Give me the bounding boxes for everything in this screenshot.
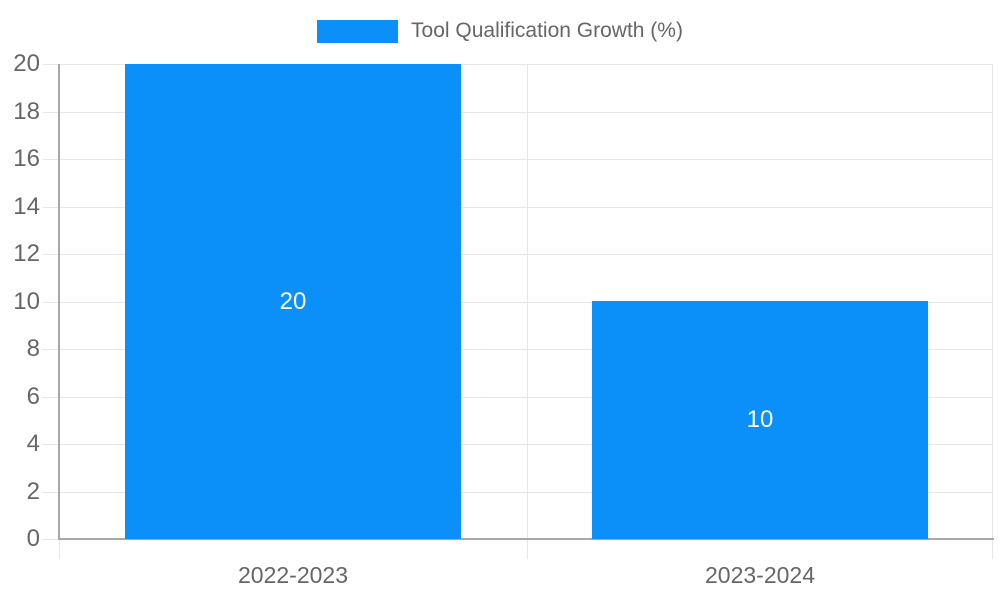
- x-axis-line: [58, 538, 994, 540]
- y-tick: [43, 64, 60, 65]
- chart-legend[interactable]: Tool Qualification Growth (%): [0, 19, 1000, 43]
- gridline-y: [60, 302, 993, 303]
- y-tick: [43, 302, 60, 303]
- gridline-y: [60, 64, 993, 65]
- y-tick-label: 0: [26, 525, 40, 552]
- bar-value-label: 10: [746, 406, 774, 433]
- gridline-y: [60, 349, 993, 350]
- legend-swatch: [317, 19, 399, 43]
- y-tick: [43, 397, 60, 398]
- y-tick: [43, 207, 60, 208]
- y-tick-label: 12: [13, 240, 40, 267]
- y-tick-label: 14: [13, 193, 40, 220]
- gridline-y: [60, 207, 993, 208]
- x-tick: [59, 539, 60, 559]
- y-tick-label: 18: [13, 98, 40, 125]
- legend-label: Tool Qualification Growth (%): [411, 19, 683, 42]
- category-separator: [527, 64, 528, 559]
- y-tick: [43, 539, 60, 540]
- y-axis-line: [58, 64, 60, 539]
- y-tick: [43, 349, 60, 350]
- y-tick: [43, 112, 60, 113]
- y-tick-label: 2: [26, 478, 40, 505]
- plot-right-border: [992, 64, 993, 559]
- gridline-y: [60, 159, 993, 160]
- y-tick-label: 10: [13, 288, 40, 315]
- y-tick-label: 6: [26, 383, 40, 410]
- gridline-y: [60, 254, 993, 255]
- y-tick: [43, 492, 60, 493]
- gridline-y: [60, 492, 993, 493]
- y-tick: [43, 254, 60, 255]
- bar[interactable]: [592, 301, 928, 539]
- gridline-y: [60, 112, 993, 113]
- y-tick: [43, 159, 60, 160]
- gridline-y: [60, 444, 993, 445]
- bar[interactable]: [125, 64, 461, 539]
- y-tick-label: 8: [26, 335, 40, 362]
- y-tick-label: 4: [26, 430, 40, 457]
- x-tick-label: 2022-2023: [238, 562, 348, 588]
- gridline-y: [60, 397, 993, 398]
- y-tick: [43, 444, 60, 445]
- y-tick-label: 20: [13, 50, 40, 77]
- x-tick-label: 2023-2024: [705, 562, 815, 588]
- bar-value-label: 20: [279, 288, 307, 315]
- y-tick-label: 16: [13, 145, 40, 172]
